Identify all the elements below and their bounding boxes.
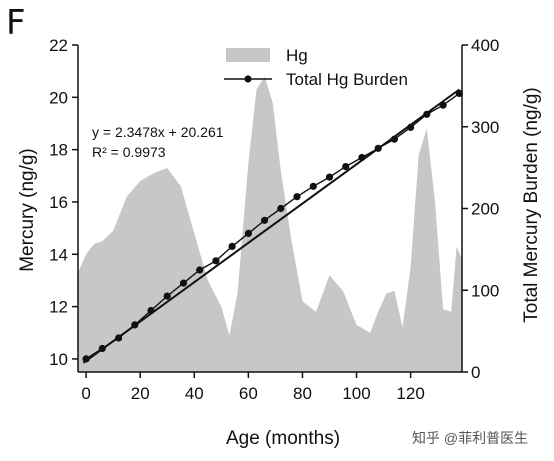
plot-area bbox=[78, 76, 463, 373]
burden-point bbox=[98, 344, 106, 353]
x-tick-label: 80 bbox=[293, 384, 312, 403]
legend: Hg Total Hg Burden bbox=[224, 46, 408, 89]
burden-point bbox=[196, 266, 204, 274]
y-left-tick-label: 16 bbox=[49, 193, 68, 212]
burden-point bbox=[228, 242, 236, 250]
burden-point bbox=[309, 182, 317, 190]
x-tick-label: 120 bbox=[396, 384, 424, 403]
y-right-tick-label: 200 bbox=[471, 200, 499, 219]
burden-point bbox=[358, 153, 366, 162]
y-left-tick-label: 22 bbox=[49, 36, 68, 55]
burden-point bbox=[439, 101, 447, 109]
y-right-tick-label: 100 bbox=[471, 281, 499, 300]
burden-point bbox=[82, 355, 90, 363]
burden-point bbox=[163, 292, 171, 300]
burden-point bbox=[325, 173, 334, 181]
y-axis-left-title: Mercury (ng/g) bbox=[17, 148, 38, 272]
r-squared: R² = 0.9973 bbox=[92, 144, 166, 160]
equation-annotation: y = 2.3478x + 20.261 R² = 0.9973 bbox=[92, 124, 224, 160]
burden-point bbox=[147, 306, 155, 315]
x-tick-label: 100 bbox=[342, 384, 370, 403]
y-left-tick-label: 12 bbox=[49, 298, 68, 317]
legend-burden-marker bbox=[244, 75, 252, 83]
burden-point bbox=[342, 163, 350, 171]
burden-point bbox=[390, 135, 398, 143]
y-left-tick-label: 18 bbox=[49, 141, 68, 160]
burden-point bbox=[455, 89, 463, 97]
y-axis-right-title: Total Mercury Burden (ng/g) bbox=[521, 87, 542, 323]
y-right-tick-label: 300 bbox=[471, 118, 499, 137]
burden-point bbox=[244, 229, 252, 237]
burden-point bbox=[131, 321, 139, 329]
x-tick-label: 0 bbox=[81, 384, 90, 403]
x-tick-label: 20 bbox=[131, 384, 150, 403]
burden-point bbox=[277, 204, 285, 213]
y-right-tick-label: 400 bbox=[471, 36, 499, 55]
x-tick-label: 40 bbox=[185, 384, 204, 403]
x-tick-label: 60 bbox=[239, 384, 258, 403]
regression-equation: y = 2.3478x + 20.261 bbox=[92, 124, 224, 140]
burden-point bbox=[179, 279, 188, 287]
legend-hg-label: Hg bbox=[286, 46, 308, 65]
burden-point bbox=[212, 257, 220, 265]
burden-point bbox=[374, 144, 382, 152]
tick-labels: 0 20 40 60 80 100 120 10 12 14 16 18 20 22 0 100 200 300 4… bbox=[49, 36, 499, 403]
burden-point bbox=[293, 193, 301, 201]
y-left-tick-label: 10 bbox=[49, 350, 68, 369]
axes bbox=[72, 44, 468, 378]
y-left-tick-label: 14 bbox=[49, 245, 68, 264]
trend-line bbox=[82, 88, 460, 364]
legend-burden-label: Total Hg Burden bbox=[286, 70, 408, 89]
y-right-tick-label: 0 bbox=[471, 363, 480, 382]
panel-label: F bbox=[6, 3, 26, 43]
y-left-tick-label: 20 bbox=[49, 88, 68, 107]
burden-point bbox=[261, 216, 269, 224]
burden-point bbox=[115, 334, 123, 342]
x-axis-title: Age (months) bbox=[226, 428, 340, 449]
burden-point bbox=[407, 123, 415, 131]
legend-hg-swatch bbox=[226, 48, 270, 62]
watermark: 知乎 @菲利普医生 bbox=[412, 430, 528, 446]
burden-point bbox=[423, 110, 431, 118]
total-hg-burden-points bbox=[82, 89, 463, 363]
